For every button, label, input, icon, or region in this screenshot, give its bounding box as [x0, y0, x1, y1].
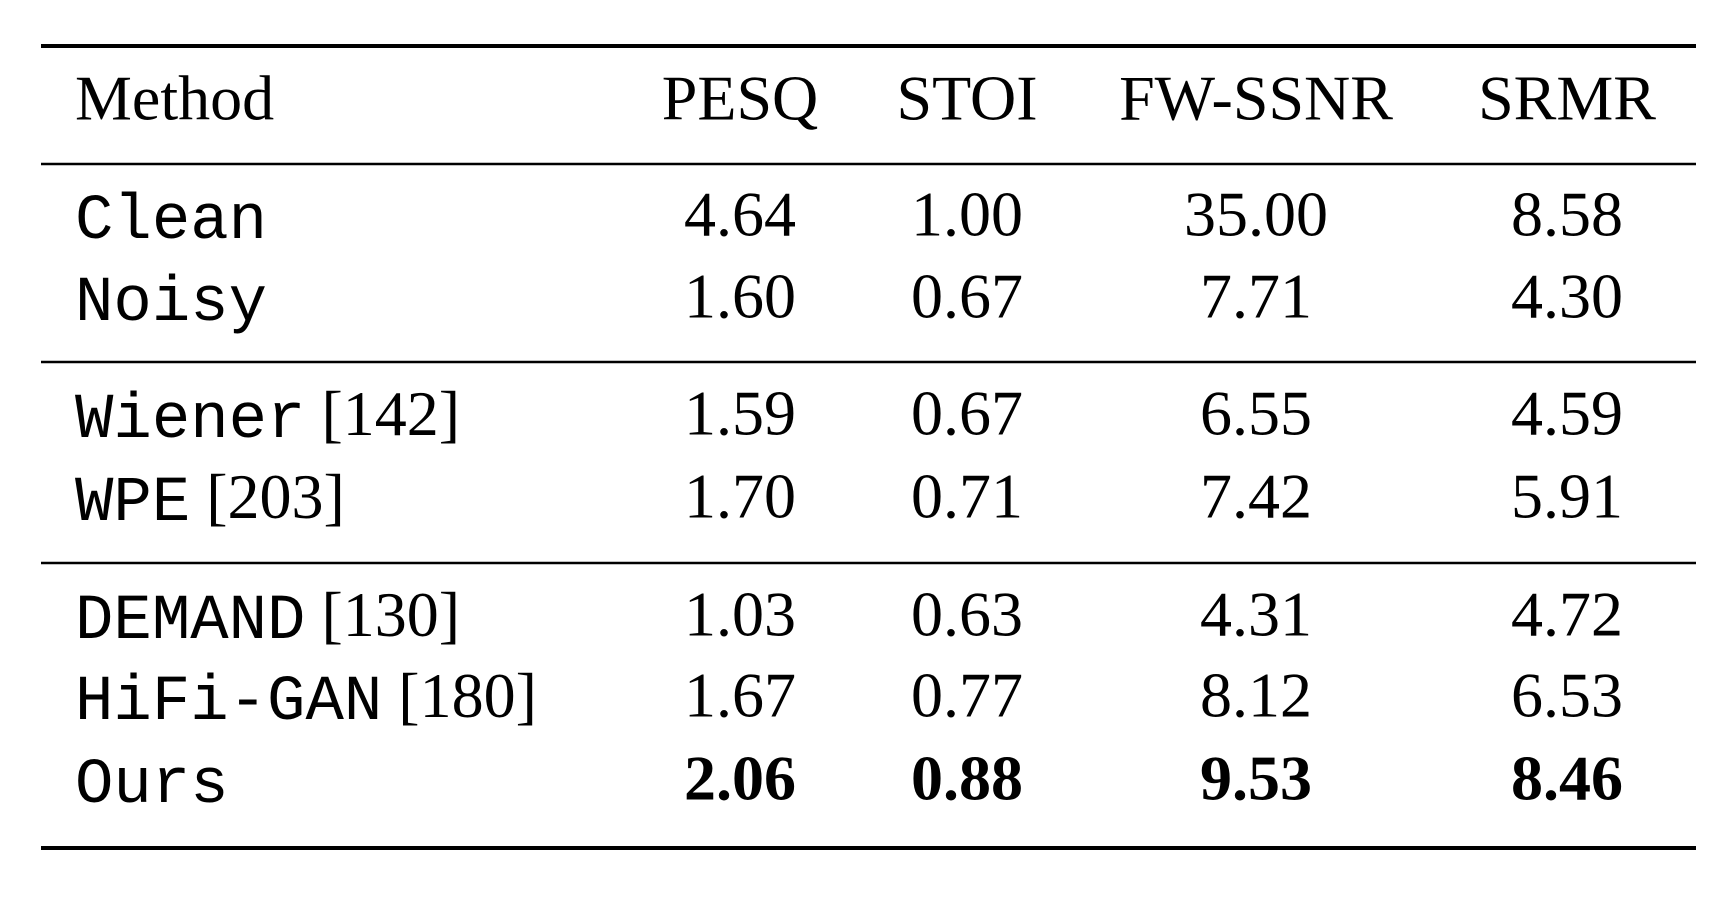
value-cell: 0.67: [911, 378, 1023, 449]
header-cell: SRMR: [1478, 63, 1656, 134]
value-cell: 4.72: [1511, 579, 1623, 650]
method-citation: [142]: [321, 378, 460, 449]
value-cell: 4.30: [1511, 261, 1623, 332]
method-cell: Wiener [142]: [75, 378, 460, 457]
value-cell: 1.00: [911, 179, 1023, 250]
value-cell: 0.67: [911, 261, 1023, 332]
value-cell: 1.67: [684, 660, 796, 731]
method-cell: Noisy: [75, 268, 267, 340]
value-cell: 6.53: [1511, 660, 1623, 731]
method-cell: DEMAND [130]: [75, 579, 460, 658]
value-cell: 8.12: [1200, 660, 1312, 731]
method-cell: Clean: [75, 186, 267, 258]
method-name: HiFi-GAN: [75, 667, 382, 739]
value-cell: 35.00: [1184, 179, 1328, 250]
header-cell: Method: [75, 63, 274, 134]
method-citation: [203]: [206, 461, 345, 532]
value-cell: 4.31: [1200, 579, 1312, 650]
value-cell: 4.64: [684, 179, 796, 250]
method-citation: [130]: [321, 579, 460, 650]
value-cell: 8.46: [1511, 743, 1623, 814]
value-cell: 8.58: [1511, 179, 1623, 250]
value-cell: 0.88: [911, 743, 1023, 814]
value-cell: 5.91: [1511, 461, 1623, 532]
value-cell: 0.63: [911, 579, 1023, 650]
value-cell: 1.70: [684, 461, 796, 532]
method-cell: HiFi-GAN [180]: [75, 660, 537, 739]
header-cell: FW-SSNR: [1119, 63, 1393, 134]
method-name: Ours: [75, 750, 229, 822]
value-cell: 1.03: [684, 579, 796, 650]
value-cell: 4.59: [1511, 378, 1623, 449]
value-cell: 9.53: [1200, 743, 1312, 814]
value-cell: 0.71: [911, 461, 1023, 532]
value-cell: 7.42: [1200, 461, 1312, 532]
method-name: WPE: [75, 468, 190, 540]
method-cell: WPE [203]: [75, 461, 345, 540]
method-name: DEMAND: [75, 586, 305, 658]
method-name: Noisy: [75, 268, 267, 340]
method-name: Wiener: [75, 385, 305, 457]
method-cell: Ours: [75, 750, 229, 822]
method-name: Clean: [75, 186, 267, 258]
value-cell: 0.77: [911, 660, 1023, 731]
value-cell: 1.59: [684, 378, 796, 449]
value-cell: 1.60: [684, 261, 796, 332]
value-cell: 7.71: [1200, 261, 1312, 332]
value-cell: 2.06: [684, 743, 796, 814]
method-citation: [180]: [398, 660, 537, 731]
header-cell: PESQ: [662, 63, 819, 134]
value-cell: 6.55: [1200, 378, 1312, 449]
header-cell: STOI: [896, 63, 1037, 134]
